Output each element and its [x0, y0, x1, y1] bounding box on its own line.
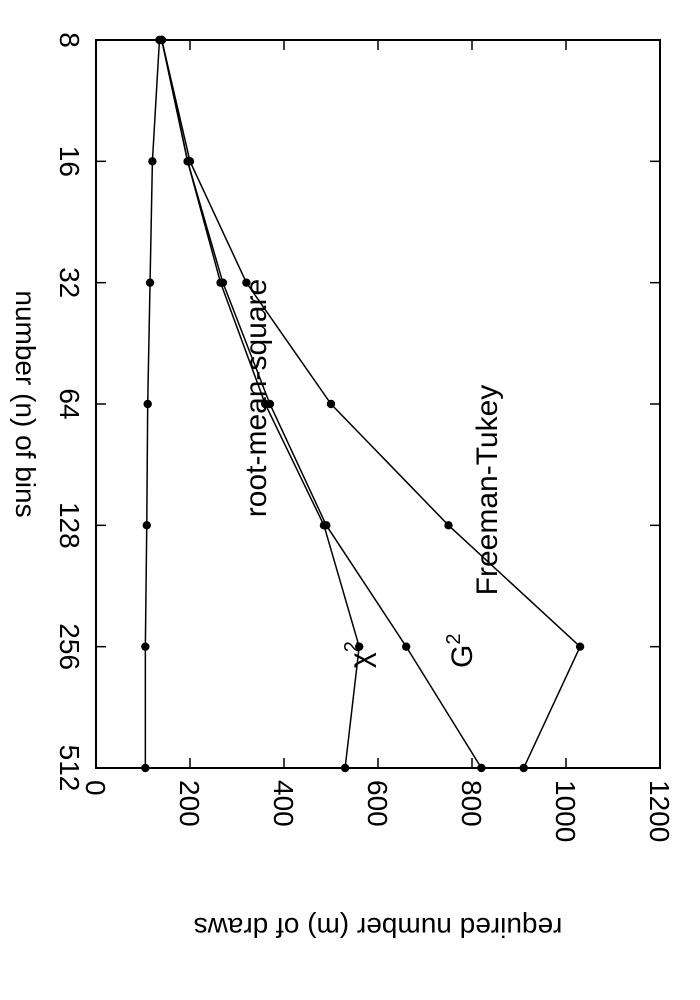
y-tick-label: 600 — [362, 780, 393, 827]
x-tick-label: 8 — [54, 32, 85, 48]
data-point — [477, 763, 486, 773]
y-tick-label: 1200 — [644, 780, 675, 842]
data-point — [355, 642, 364, 651]
x-axis-label: number (n) of bins — [10, 290, 41, 517]
data-point — [242, 278, 251, 287]
data-point — [326, 399, 336, 409]
data-point — [142, 521, 151, 530]
data-point — [141, 763, 150, 773]
series-label-superscript: 2 — [341, 641, 363, 652]
data-point — [145, 278, 155, 287]
x-tick-label: 512 — [54, 745, 85, 792]
data-point — [143, 399, 152, 409]
series-label-text: Freeman-Tukey — [471, 385, 504, 596]
series-label-text: root-mean-square — [240, 279, 273, 517]
series-label: root-mean-square — [240, 279, 273, 517]
data-point — [402, 642, 411, 651]
y-tick-label: 0 — [80, 780, 111, 796]
data-point — [148, 157, 157, 166]
data-point — [340, 763, 350, 773]
data-point — [261, 399, 270, 409]
data-point — [183, 157, 192, 166]
ticks — [96, 40, 660, 768]
x-tick-label: 128 — [54, 502, 85, 549]
data-point — [141, 642, 150, 651]
series-line-1 — [161, 39, 483, 769]
data-point — [575, 642, 585, 651]
series-points — [141, 35, 585, 773]
y-tick-label: 400 — [268, 780, 299, 827]
data-point — [216, 278, 225, 287]
data-point — [319, 521, 329, 530]
data-point — [444, 521, 453, 530]
series-label-text: G — [446, 645, 479, 668]
plot-frame — [95, 39, 661, 769]
x-tick-label: 16 — [54, 146, 85, 177]
y-axis-label: required number (m) of draws — [194, 912, 563, 943]
series-label-superscript: 2 — [443, 634, 465, 645]
y-tick-label: 200 — [174, 780, 205, 827]
data-point — [519, 763, 528, 773]
data-point — [155, 35, 164, 45]
series-label-text: χ — [344, 652, 377, 668]
x-tick-label: 32 — [54, 267, 85, 298]
y-tick-label: 800 — [456, 780, 487, 827]
x-tick-label: 64 — [54, 388, 85, 419]
x-tick-label: 256 — [54, 623, 85, 670]
series-label: χ2 — [341, 641, 377, 668]
series-label: G2 — [443, 634, 479, 668]
y-tick-label: 1000 — [550, 780, 581, 842]
series-label: Freeman-Tukey — [471, 385, 504, 596]
